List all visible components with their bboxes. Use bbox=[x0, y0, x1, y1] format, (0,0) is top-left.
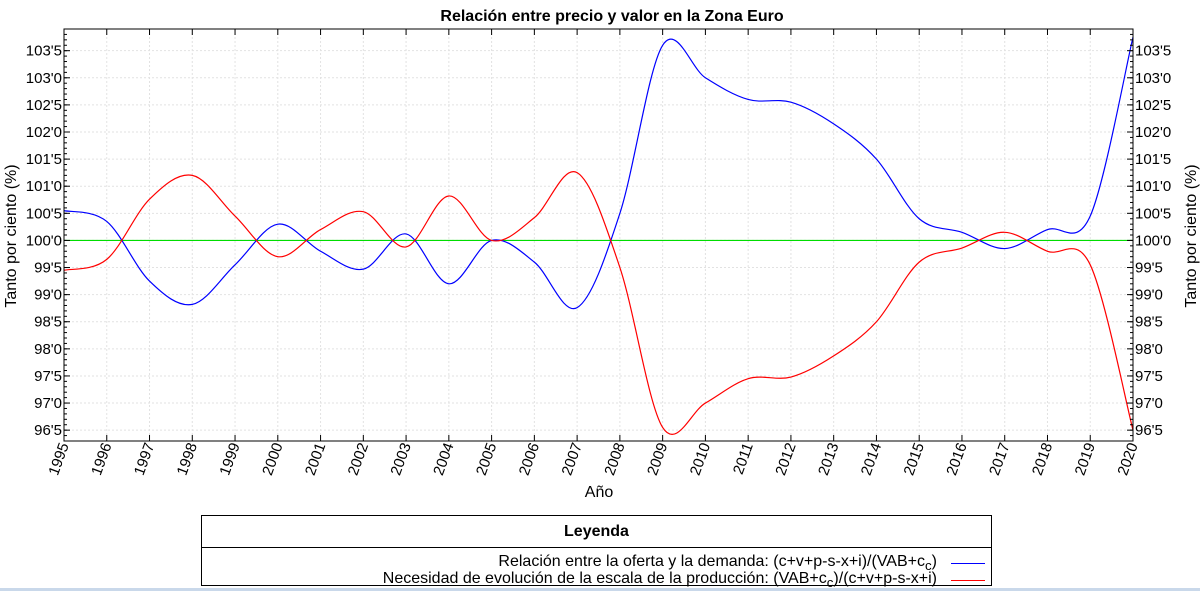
x-tick-label: 2009 bbox=[644, 441, 671, 478]
legend-swatch-red bbox=[951, 579, 985, 581]
legend-item-label: Necesidad de evolución de la escala de l… bbox=[382, 569, 827, 587]
x-tick-label: 2016 bbox=[943, 441, 970, 478]
y-tick-label-left: 98'0 bbox=[34, 341, 62, 358]
y-tick-label-right: 102'5 bbox=[1135, 97, 1171, 114]
legend-item-oferta-demanda: Relación entre la oferta y la demanda: (… bbox=[498, 553, 991, 573]
series-line-oferta-demanda bbox=[63, 36, 1134, 310]
x-axis-label: Año bbox=[585, 484, 614, 501]
y-tick-label-left: 98'5 bbox=[34, 314, 62, 331]
x-tick-label: 2007 bbox=[558, 441, 585, 478]
y-tick-label-right: 99'5 bbox=[1135, 260, 1163, 277]
y-axis-left: 96'5 97'0 97'5 98'0 98'5 99'0 99'5 100'0 100'5 10… bbox=[26, 28, 70, 442]
x-tick-label: 1999 bbox=[216, 441, 243, 478]
x-tick-label: 2003 bbox=[387, 441, 414, 478]
x-tick-label: 2011 bbox=[730, 441, 757, 477]
legend-item-escala-produccion: Necesidad de evolución de la escala de l… bbox=[383, 570, 991, 590]
y-tick-label-right: 100'5 bbox=[1135, 205, 1171, 222]
x-tick-label: 2013 bbox=[815, 441, 842, 478]
y-tick-label-right: 98'5 bbox=[1135, 314, 1163, 331]
y-tick-label-left: 97'0 bbox=[34, 395, 62, 412]
legend: Leyenda Relación entre la oferta y la de… bbox=[201, 515, 992, 590]
x-tick-label: 2014 bbox=[858, 441, 885, 478]
y-tick-label-right: 103'5 bbox=[1135, 43, 1171, 60]
y-tick-label-right: 97'5 bbox=[1135, 368, 1163, 385]
chart-svg: Relación entre precio y valor en la Zona… bbox=[3, 8, 1200, 501]
y-tick-label-left: 103'5 bbox=[26, 43, 62, 60]
x-tick-label: 2019 bbox=[1072, 441, 1099, 478]
y-tick-label-right: 103'0 bbox=[1135, 70, 1171, 87]
x-tick-label: 2006 bbox=[516, 441, 543, 478]
x-tick-label: 2017 bbox=[986, 441, 1013, 478]
y-tick-label-left: 97'5 bbox=[34, 368, 62, 385]
x-tick-label: 2002 bbox=[345, 441, 372, 478]
y-tick-label-right: 99'0 bbox=[1135, 287, 1163, 304]
y-tick-label-left: 103'0 bbox=[26, 70, 62, 87]
y-tick-label-right: 101'5 bbox=[1135, 151, 1171, 168]
legend-swatch-blue bbox=[951, 562, 985, 564]
y-tick-label-left: 102'5 bbox=[26, 97, 62, 114]
legend-item-suffix: ) bbox=[931, 552, 937, 570]
grid bbox=[63, 29, 1134, 441]
series-layer bbox=[63, 36, 1134, 435]
y-tick-label-right: 102'0 bbox=[1135, 124, 1171, 141]
y-tick-label-right: 98'0 bbox=[1135, 341, 1163, 358]
x-tick-label: 1995 bbox=[45, 441, 72, 478]
x-tick-label: 2020 bbox=[1114, 441, 1141, 478]
x-axis: 1995 1996 1997 1998 1999 2000 2001 2002 2003 2004… bbox=[45, 29, 1142, 478]
x-tick-label: 1997 bbox=[131, 441, 158, 478]
y-tick-label-right: 97'0 bbox=[1135, 395, 1163, 412]
y-tick-label-left: 99'0 bbox=[34, 287, 62, 304]
x-tick-label: 2010 bbox=[687, 441, 714, 478]
legend-item-sub: c bbox=[826, 575, 834, 591]
y-tick-label-right: 101'0 bbox=[1135, 178, 1171, 195]
x-tick-label: 1996 bbox=[88, 441, 115, 478]
x-tick-label: 2012 bbox=[772, 441, 799, 478]
y-tick-label-left: 102'0 bbox=[26, 124, 62, 141]
y-tick-label-left: 101'0 bbox=[26, 178, 62, 195]
x-tick-label: 2008 bbox=[601, 441, 628, 478]
x-tick-label: 1998 bbox=[174, 441, 201, 478]
y-axis-label-right: Tanto por ciento (%) bbox=[1183, 164, 1200, 307]
x-tick-label: 2000 bbox=[259, 441, 286, 478]
legend-title: Leyenda bbox=[202, 516, 991, 548]
series-line-escala-produccion bbox=[63, 171, 1134, 435]
legend-item-suffix: )/(c+v+p-s-x+i) bbox=[833, 569, 937, 587]
x-tick-label: 2004 bbox=[430, 441, 457, 478]
y-axis-right: 96'5 97'0 97'5 98'0 98'5 99'0 99'5 100'0 100'5 10… bbox=[1127, 28, 1171, 442]
legend-item-sub: c bbox=[925, 558, 932, 574]
plot-frame bbox=[63, 28, 1134, 442]
y-axis-label-left: Tanto por ciento (%) bbox=[3, 164, 20, 307]
y-tick-label-left: 101'5 bbox=[26, 151, 62, 168]
y-tick-label-left: 100'0 bbox=[26, 232, 62, 249]
x-tick-label: 2005 bbox=[473, 441, 500, 478]
y-tick-label-right: 100'0 bbox=[1135, 232, 1171, 249]
y-tick-label-left: 99'5 bbox=[34, 260, 62, 277]
x-tick-label: 2001 bbox=[302, 441, 329, 478]
legend-item-label: Relación entre la oferta y la demanda: (… bbox=[498, 552, 925, 570]
x-tick-label: 2015 bbox=[901, 441, 928, 478]
y-tick-label-left: 100'5 bbox=[26, 205, 62, 222]
y-tick-label-right: 96'5 bbox=[1135, 422, 1163, 439]
chart-title: Relación entre precio y valor en la Zona… bbox=[440, 8, 783, 25]
y-tick-label-left: 96'5 bbox=[34, 422, 62, 439]
x-tick-label: 2018 bbox=[1029, 441, 1056, 478]
window-bottom-border bbox=[0, 588, 1200, 591]
